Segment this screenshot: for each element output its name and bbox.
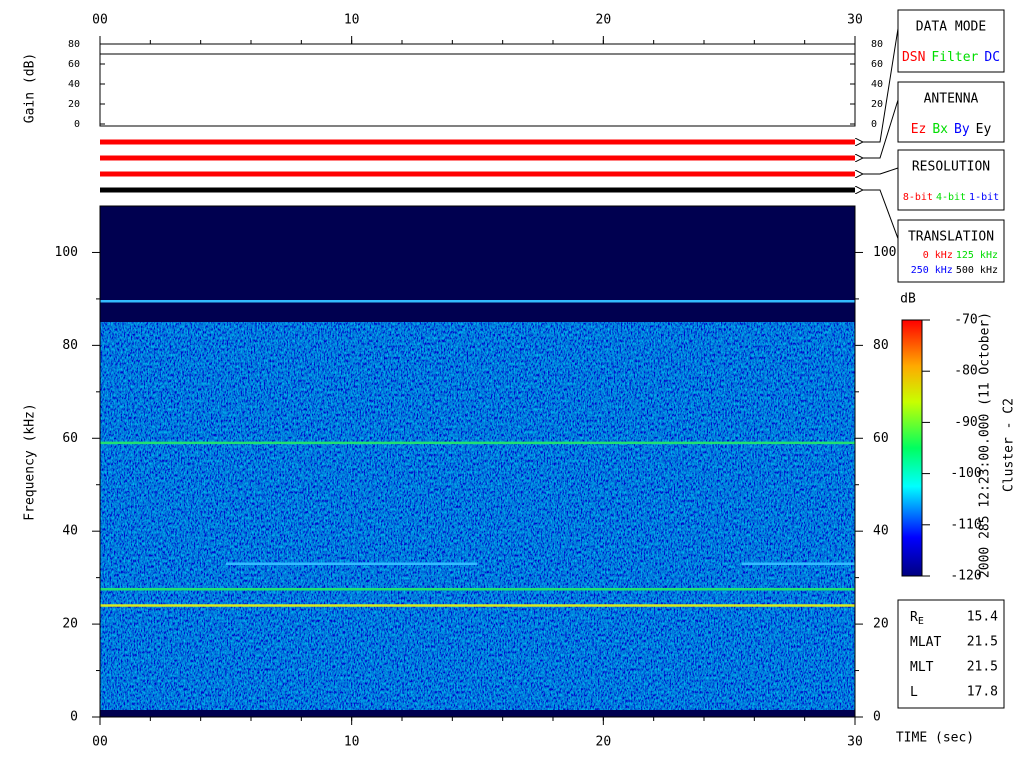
y-tick-label: 80: [871, 39, 883, 50]
connector: [862, 28, 899, 142]
info-value: 21.5: [967, 635, 998, 650]
colorbar-tick-label: -120: [950, 569, 981, 584]
y-tick-label: 0: [871, 119, 877, 130]
info-label: MLAT: [910, 635, 941, 650]
y-tick-label: 60: [873, 431, 889, 446]
legend-items: 8-bit 4-bit 1-bit: [903, 192, 999, 203]
x-tick-label: 10: [344, 13, 360, 28]
y-tick-label: 20: [873, 617, 889, 632]
legend-item: 1-bit: [969, 192, 999, 203]
y-tick-label: 60: [871, 59, 883, 70]
spectrogram-noise: [100, 322, 855, 710]
y-axis-label: Frequency (kHz): [23, 403, 38, 520]
legend-item: 8-bit: [903, 192, 933, 203]
x-tick-label: 20: [596, 13, 612, 28]
legend-title: ANTENNA: [924, 92, 979, 107]
colorbar-tick-label: -80: [954, 364, 977, 379]
y-tick-label: 80: [62, 338, 78, 353]
y-tick-label: 40: [68, 79, 80, 90]
legend-items: DSN Filter DC: [902, 50, 1000, 65]
legend-item: Filter: [931, 50, 978, 65]
y-tick-label: 100: [873, 245, 896, 260]
y-tick-label: 40: [871, 79, 883, 90]
y-axis-label: Gain (dB): [23, 53, 38, 123]
colorbar-tick-label: -70: [954, 313, 977, 328]
x-axis-label: TIME (sec): [896, 731, 974, 746]
legend-item: Ez: [911, 122, 927, 137]
y-tick-label: 20: [871, 99, 883, 110]
y-tick-label: 60: [62, 431, 78, 446]
legend-box: [897, 219, 1005, 283]
info-value: 21.5: [967, 660, 998, 675]
x-tick-label: 30: [847, 735, 863, 750]
info-label-sub: E: [918, 616, 924, 627]
y-tick-label: 0: [70, 710, 78, 725]
legend-item: DC: [984, 50, 1000, 65]
connector: [862, 190, 899, 239]
colorbar-tick-label: -110: [950, 517, 981, 532]
status-bar: [100, 155, 855, 161]
legend-item: Bx: [932, 122, 948, 137]
legend-title: RESOLUTION: [912, 160, 990, 175]
info-label: L: [910, 685, 918, 700]
info-label: MLT: [910, 660, 934, 675]
legend-items: 250 kHz 500 kHz: [911, 265, 998, 276]
colorbar-label: dB: [900, 292, 916, 307]
y-tick-label: 20: [68, 99, 80, 110]
info-box: [897, 599, 1005, 709]
status-bar: [100, 171, 855, 177]
x-tick-label: 00: [92, 735, 108, 750]
y-tick-label: 80: [873, 338, 889, 353]
legend-item: 500 kHz: [956, 265, 998, 276]
connector: [862, 167, 899, 174]
y-tick-label: 80: [68, 39, 80, 50]
side-label: Cluster - C2: [1002, 398, 1017, 492]
info-label-main: R: [910, 610, 918, 625]
info-label-main: MLT: [910, 660, 934, 675]
status-bar: [100, 139, 855, 145]
x-tick-label: 30: [847, 13, 863, 28]
legend-item: 250 kHz: [911, 265, 953, 276]
y-tick-label: 20: [62, 617, 78, 632]
x-tick-label: 00: [92, 13, 108, 28]
spectrogram-frame: [99, 205, 856, 718]
colorbar-tick-label: -90: [954, 415, 977, 430]
y-tick-label: 0: [873, 710, 881, 725]
legend-box: [897, 149, 1005, 211]
legend-items: Ez Bx By Ey: [911, 122, 992, 137]
colorbar: [901, 319, 923, 577]
legend-item: 125 kHz: [956, 250, 998, 261]
x-tick-label: 20: [596, 735, 612, 750]
info-value: 15.4: [967, 610, 998, 625]
y-tick-label: 100: [55, 245, 78, 260]
legend-item: 0 kHz: [923, 250, 953, 261]
connector: [862, 99, 899, 158]
x-tick-label: 10: [344, 735, 360, 750]
info-label-main: L: [910, 685, 918, 700]
legend-item: DSN: [902, 50, 925, 65]
legend-title: TRANSLATION: [908, 230, 994, 245]
colorbar-tick-label: -100: [950, 466, 981, 481]
y-tick-label: 0: [74, 119, 80, 130]
legend-box: [897, 9, 1005, 73]
legend-item: 4-bit: [936, 192, 966, 203]
legend-items: 0 kHz 125 kHz: [923, 250, 998, 261]
legend-item: By: [954, 122, 970, 137]
info-label-main: MLAT: [910, 635, 941, 650]
legend-box: [897, 81, 1005, 143]
y-tick-label: 40: [873, 524, 889, 539]
info-value: 17.8: [967, 685, 998, 700]
y-tick-label: 60: [68, 59, 80, 70]
gain-frame: [99, 43, 856, 127]
status-bar: [100, 187, 855, 193]
y-tick-label: 40: [62, 524, 78, 539]
legend-item: Ey: [976, 122, 992, 137]
info-label: RE: [910, 610, 924, 628]
legend-title: DATA MODE: [916, 20, 986, 35]
side-label: 2000 285 12:23:00.000 (11 October): [978, 312, 993, 578]
